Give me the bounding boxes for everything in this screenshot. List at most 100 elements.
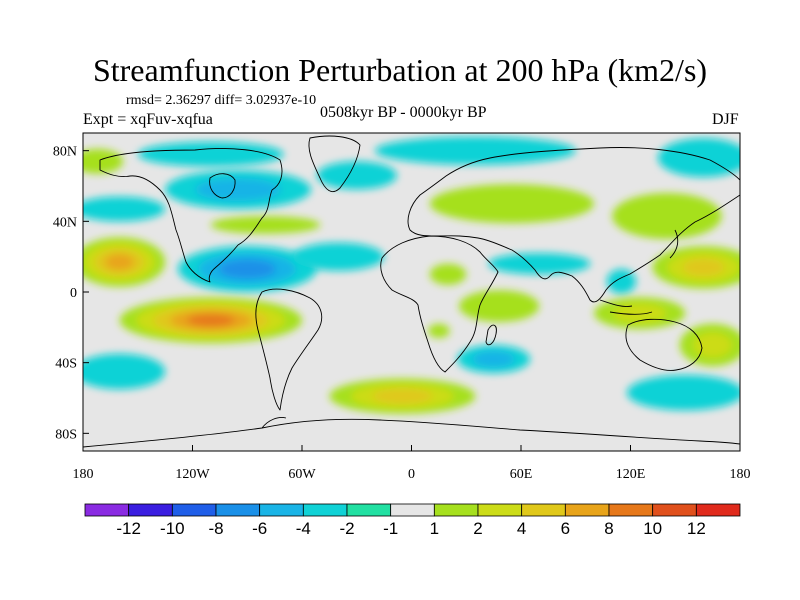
colorbar-swatch <box>608 503 654 517</box>
anomaly-contour <box>83 148 124 174</box>
anomaly-fields <box>83 136 740 414</box>
stats-text: rmsd= 2.36297 diff= 3.02937e-10 <box>126 93 317 108</box>
anomaly-contour <box>429 263 467 285</box>
anomaly-contour <box>187 314 235 327</box>
y-tick-label: 80S <box>55 427 77 442</box>
anomaly-contour <box>372 388 433 404</box>
coastline-indonesia <box>599 299 653 315</box>
colorbar: -12 -10 -8 -6 -4 -2 -1 1 2 4 6 8 10 12 <box>84 503 741 538</box>
coastline-antarctic-peninsula <box>261 417 287 429</box>
y-tick-label: 80N <box>53 145 77 160</box>
anomaly-atlantic-low <box>292 242 385 271</box>
coastline-north-america <box>99 148 283 283</box>
anomaly-contour <box>83 353 166 390</box>
colorbar-swatch <box>477 503 523 517</box>
y-tick-label: 40S <box>55 357 77 372</box>
map-plot-area <box>83 133 740 451</box>
anomaly-tropical-pacific-high <box>83 237 166 287</box>
anomaly-contour <box>105 254 134 270</box>
season-label: DJF <box>712 111 739 128</box>
colorbar-label: -2 <box>339 519 354 538</box>
colorbar-swatch <box>433 503 479 517</box>
anomaly-contour <box>429 184 594 224</box>
x-tick-label: 60E <box>510 467 533 482</box>
anomaly-contour <box>195 178 281 201</box>
anomaly-west-pacific-high <box>652 246 740 289</box>
y-axis: 80N 40N 0 40S 80S <box>53 145 89 442</box>
anomaly-contour <box>83 196 166 222</box>
colorbar-label: -10 <box>160 519 185 538</box>
x-axis: 180 120W 60W 0 60E 120E 180 <box>73 445 751 482</box>
colorbar-swatch <box>171 503 217 517</box>
anomaly-contour <box>375 136 576 165</box>
experiment-label: Expt = xqFuv-xqfua <box>83 111 213 128</box>
anomaly-contour <box>606 269 637 294</box>
anomaly-south-atlantic-high <box>428 323 450 338</box>
anomaly-contour <box>210 216 321 234</box>
x-tick-label: 180 <box>730 467 751 482</box>
x-tick-label: 60W <box>288 467 316 482</box>
colorbar-label: -1 <box>383 519 398 538</box>
anomaly-east-pacific-low <box>83 196 166 222</box>
anomaly-southern-ocean-high <box>329 378 476 414</box>
colorbar-swatch <box>564 503 610 517</box>
anomaly-contour <box>626 375 740 411</box>
anomaly-eurasia-high <box>429 184 594 224</box>
anomaly-east-siberia-low <box>657 138 740 178</box>
anomaly-contour <box>137 141 284 167</box>
coastlines <box>83 135 740 448</box>
colorbar-swatch <box>390 503 435 517</box>
chart-title: Streamfunction Perturbation at 200 hPa (… <box>92 52 708 88</box>
coastline-south-america <box>255 288 323 411</box>
anomaly-south-africa-low <box>457 345 531 374</box>
colorbar-label: 10 <box>643 519 662 538</box>
x-tick-label: 0 <box>408 467 415 482</box>
y-tick-label: 40N <box>53 215 77 230</box>
colorbar-swatch <box>84 503 130 517</box>
anomaly-contour <box>693 332 732 358</box>
anomaly-canada-low <box>165 170 312 209</box>
colorbar-label: -6 <box>252 519 267 538</box>
x-tick-label: 120W <box>175 467 210 482</box>
colorbar-label: 1 <box>430 519 439 538</box>
anomaly-south-pacific-high <box>119 297 303 344</box>
anomaly-maritime-high <box>594 297 686 330</box>
coastline-greenland <box>308 135 361 192</box>
coastline-africa <box>380 235 499 373</box>
anomaly-tasman-high <box>679 323 740 367</box>
x-tick-label: 120E <box>616 467 646 482</box>
colorbar-label: -4 <box>296 519 311 538</box>
colorbar-swatch <box>652 503 697 517</box>
coastline-australia <box>625 318 703 371</box>
anomaly-contour <box>612 193 722 239</box>
colorbar-label: 2 <box>473 519 482 538</box>
colorbar-swatch <box>302 503 348 517</box>
anomaly-african-high <box>459 290 540 322</box>
colorbar-label: 8 <box>604 519 613 538</box>
y-tick-label: 0 <box>70 286 77 301</box>
anomaly-north-atlantic-low <box>316 161 397 190</box>
coastline-hudson-bay <box>209 173 236 199</box>
anomaly-contour <box>613 303 667 323</box>
anomaly-contour <box>218 259 276 279</box>
anomaly-sumatra-low <box>606 269 637 294</box>
anomaly-scandinavia-low <box>375 136 576 165</box>
colorbar-swatch <box>259 503 304 517</box>
anomaly-contour <box>472 350 515 368</box>
anomaly-contour <box>657 138 740 178</box>
colorbar-label: 6 <box>561 519 570 538</box>
colorbar-swatch <box>346 503 392 517</box>
colorbar-label: -12 <box>116 519 141 538</box>
anomaly-contour <box>459 290 540 322</box>
anomaly-arctic-high-west <box>83 148 124 174</box>
colorbar-swatch <box>215 503 261 517</box>
anomaly-contour <box>428 323 450 338</box>
anomaly-contour <box>316 161 397 190</box>
anomaly-indian-ocean-low <box>488 253 591 275</box>
anomaly-south-indian-low <box>626 375 740 411</box>
anomaly-american-low <box>178 246 317 292</box>
coastline-japan <box>669 229 679 259</box>
anomaly-east-asia-high-band <box>612 193 722 239</box>
period-label: 0508kyr BP - 0000kyr BP <box>320 104 487 121</box>
